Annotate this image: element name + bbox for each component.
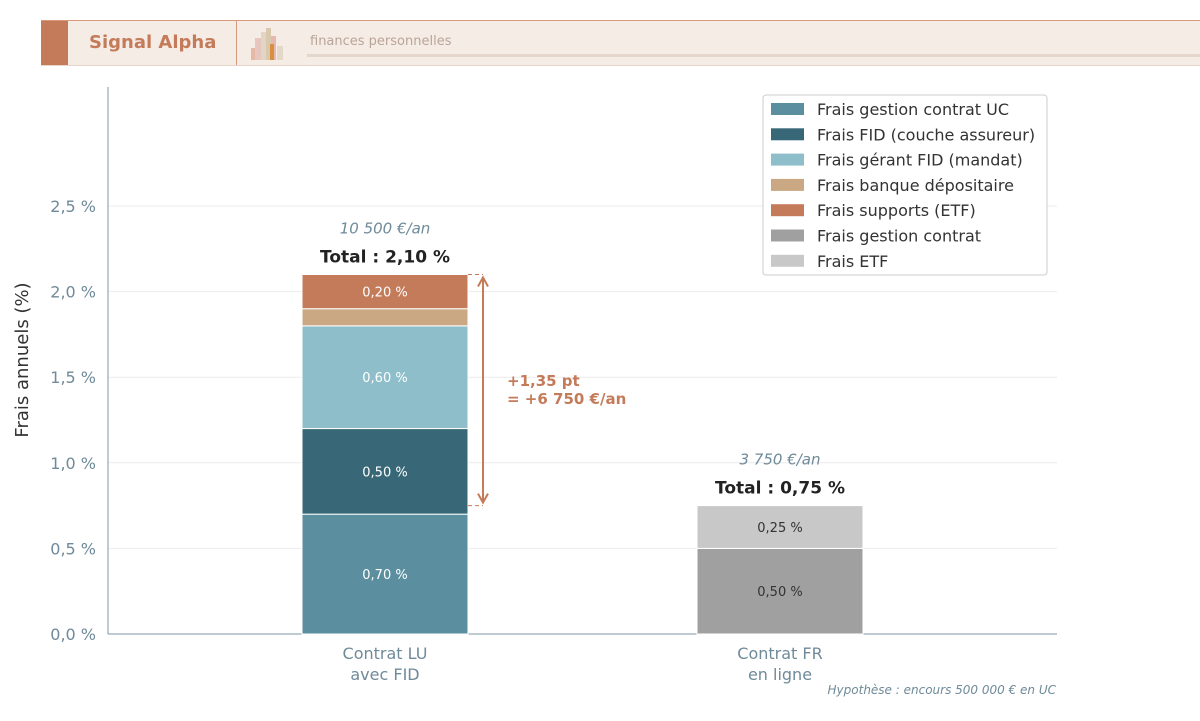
y-axis-label: Frais annuels (%) — [12, 282, 33, 437]
legend-label: Frais gérant FID (mandat) — [817, 151, 1023, 170]
annual-cost-label: 3 750 €/an — [739, 451, 820, 469]
bar-segment — [301, 273, 469, 310]
header-divider — [236, 21, 237, 65]
bar-segment-label: 0,50 % — [757, 585, 802, 600]
bar-segment-label: 0,25 % — [757, 521, 802, 536]
arrow-head-up-icon — [477, 275, 489, 287]
y-tick-label: 1,5 % — [50, 368, 96, 387]
legend-label: Frais gestion contrat UC — [817, 100, 1009, 119]
legend-label: Frais FID (couche assureur) — [817, 125, 1035, 144]
y-tick-label: 1,0 % — [50, 454, 96, 473]
bar-segment — [696, 505, 864, 549]
bar-segment — [301, 308, 469, 327]
bar-segment-label: 0,20 % — [362, 286, 407, 301]
bar-total-label: Total : 2,10 % — [320, 247, 450, 267]
legend-swatch — [771, 254, 804, 267]
bars-logo-icon — [251, 28, 283, 60]
footnote: Hypothèse : encours 500 000 € en UC — [828, 683, 1057, 697]
bar-total-label: Total : 0,75 % — [715, 479, 845, 499]
bar-segment-label: 0,70 % — [362, 568, 407, 583]
legend-swatch — [771, 204, 804, 217]
bar-segment — [301, 428, 469, 515]
x-tick-label: Contrat FR — [737, 644, 822, 663]
legend-label: Frais banque dépositaire — [817, 176, 1014, 195]
difference-annotation: = +6 750 €/an — [507, 390, 626, 408]
y-tick-label: 0,0 % — [50, 625, 96, 644]
y-tick-label: 2,5 % — [50, 197, 96, 216]
legend-label: Frais supports (ETF) — [817, 201, 976, 220]
arrow-head-down-icon — [477, 493, 489, 505]
annual-cost-label: 10 500 €/an — [340, 219, 431, 237]
bar-segment-label: 0,60 % — [362, 371, 407, 386]
tagline: finances personnelles — [310, 34, 452, 49]
y-tick-label: 0,5 % — [50, 539, 96, 558]
difference-annotation: +1,35 pt — [507, 372, 580, 390]
brand-square — [41, 21, 68, 65]
bar-segment — [301, 513, 469, 635]
bar-segment — [696, 547, 864, 635]
legend-swatch — [771, 103, 804, 115]
legend-swatch — [771, 128, 804, 141]
y-tick-label: 2,0 % — [50, 283, 96, 302]
bar-segment-label: 0,50 % — [362, 465, 407, 480]
bar-segment — [301, 325, 469, 430]
legend-box — [762, 94, 1048, 276]
x-tick-label: Contrat LU — [343, 644, 428, 663]
legend-swatch — [771, 153, 804, 166]
legend-label: Frais ETF — [817, 252, 888, 271]
legend-swatch — [771, 229, 804, 242]
x-tick-label: en ligne — [748, 665, 812, 684]
brand-name: Signal Alpha — [89, 32, 217, 53]
tagline-underline — [307, 54, 1200, 57]
x-tick-label: avec FID — [350, 665, 419, 684]
legend-label: Frais gestion contrat — [817, 227, 981, 246]
header-banner: Signal Alpha finances personnelles — [41, 20, 1200, 66]
legend-swatch — [771, 178, 804, 191]
